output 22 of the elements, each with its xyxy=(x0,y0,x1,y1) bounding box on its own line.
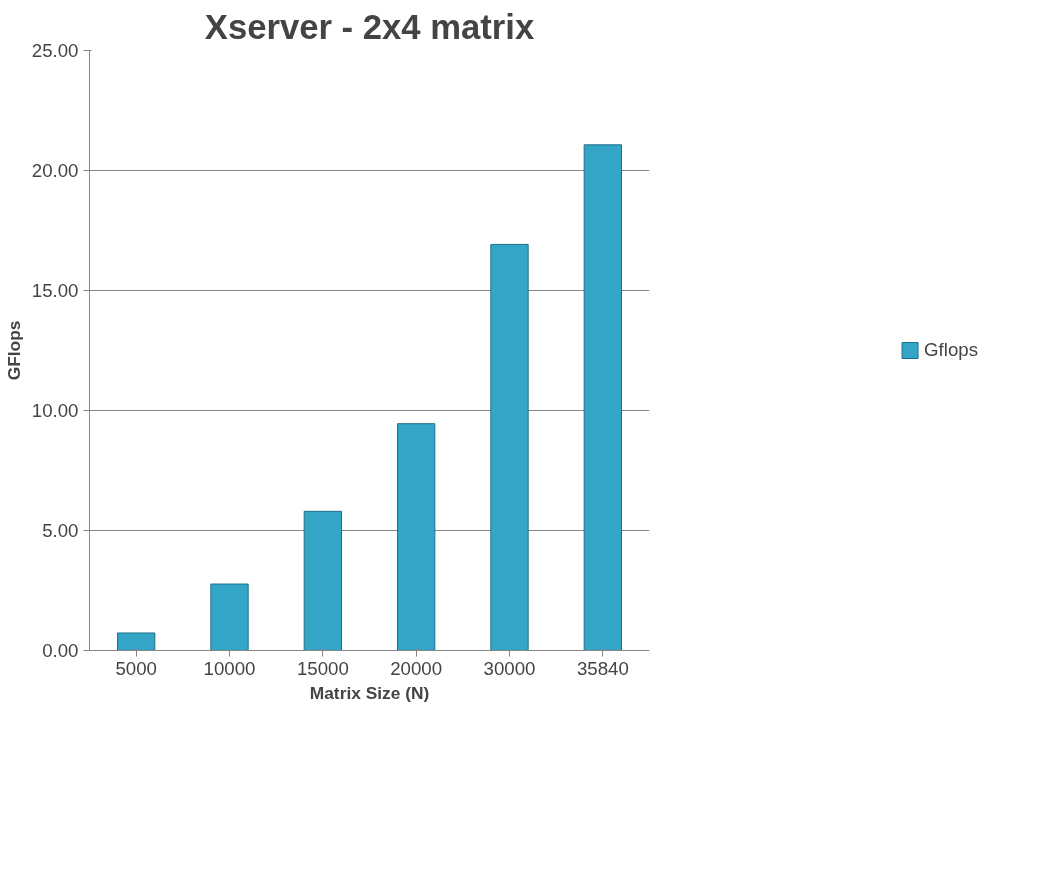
x-tick-label: 35840 xyxy=(576,657,629,679)
x-tick-label: 15000 xyxy=(296,657,349,679)
bar xyxy=(117,632,156,651)
y-tick-label: 0.00 xyxy=(42,640,79,661)
y-tick-label: 25.00 xyxy=(31,40,79,61)
y-tick-label: 20.00 xyxy=(31,160,79,181)
x-tick-label: 10000 xyxy=(203,657,256,679)
y-axis-title: GFlops xyxy=(3,320,24,381)
chart-title: Xserver - 2x4 matrix xyxy=(204,7,535,46)
x-tick-label: 20000 xyxy=(390,657,443,679)
y-tick-label: 15.00 xyxy=(31,280,79,301)
y-tick-label: 5.00 xyxy=(42,520,79,541)
x-tick-label: 5000 xyxy=(115,657,157,679)
y-tick-label: 10.00 xyxy=(31,400,79,421)
bar xyxy=(397,423,436,651)
bar xyxy=(210,583,249,651)
bar xyxy=(490,243,529,651)
x-axis-title: Matrix Size (N) xyxy=(309,682,430,703)
bar xyxy=(583,144,622,651)
legend-label: Gflops xyxy=(924,339,978,361)
x-tick-label: 30000 xyxy=(483,657,536,679)
bar xyxy=(303,510,342,651)
